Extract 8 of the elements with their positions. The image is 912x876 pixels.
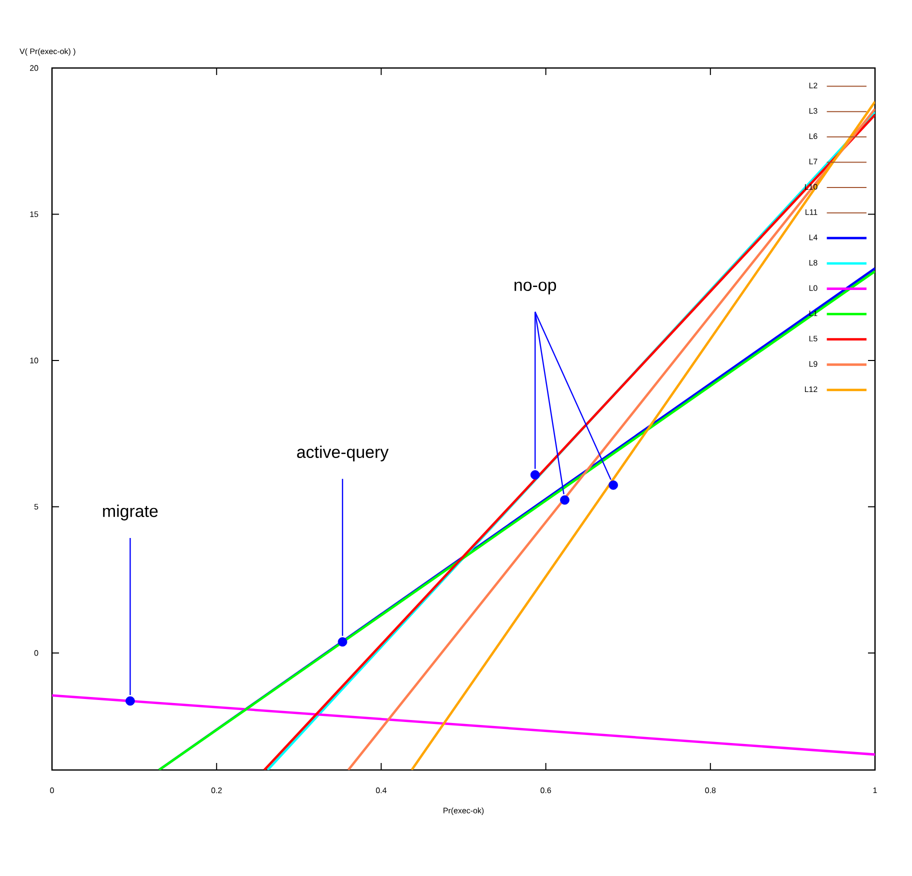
point	[338, 637, 348, 647]
annotation: active-query	[297, 446, 389, 462]
annotation: migrate	[103, 504, 158, 520]
point	[608, 480, 618, 490]
point	[530, 470, 540, 480]
point	[126, 696, 135, 706]
annotation: no-op	[514, 282, 556, 294]
point	[560, 495, 570, 505]
